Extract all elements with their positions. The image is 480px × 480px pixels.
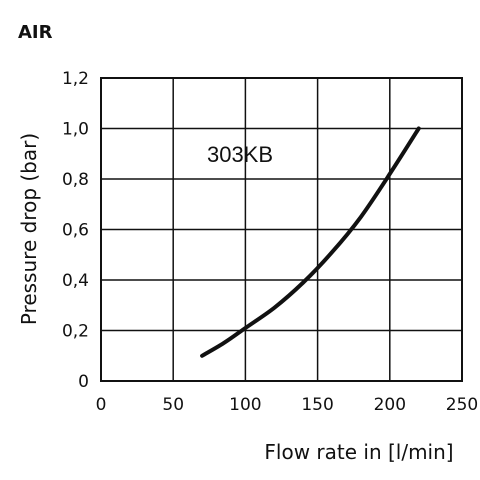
series-label: 303KB (207, 142, 273, 167)
y-tick-label: 0,4 (62, 271, 89, 291)
y-tick-label: 0,8 (62, 170, 89, 190)
y-tick-label: 0,6 (62, 221, 89, 241)
x-tick-label: 250 (446, 395, 478, 415)
series-layer (200, 126, 421, 358)
series-line (200, 126, 421, 358)
x-tick-label: 150 (301, 395, 333, 415)
y-tick-label: 0 (78, 372, 89, 392)
y-axis-label: Pressure drop (bar) (17, 133, 41, 325)
y-tick-label: 1,0 (62, 120, 89, 140)
y-tick-label: 0,2 (62, 322, 89, 342)
y-tick-label: 1,2 (62, 69, 89, 89)
x-tick-label: 200 (374, 395, 406, 415)
grid (100, 77, 463, 382)
y-axis: 0 0,2 0,4 0,6 0,8 1,0 1,2 (62, 69, 89, 392)
x-tick-label: 0 (96, 395, 107, 415)
x-tick-label: 100 (229, 395, 261, 415)
x-axis-label: Flow rate in [l/min] (264, 440, 453, 464)
x-axis: 0 50 100 150 200 250 (96, 395, 479, 415)
plot-frame (100, 77, 463, 382)
chart-title: AIR (18, 22, 53, 43)
x-tick-label: 50 (162, 395, 184, 415)
